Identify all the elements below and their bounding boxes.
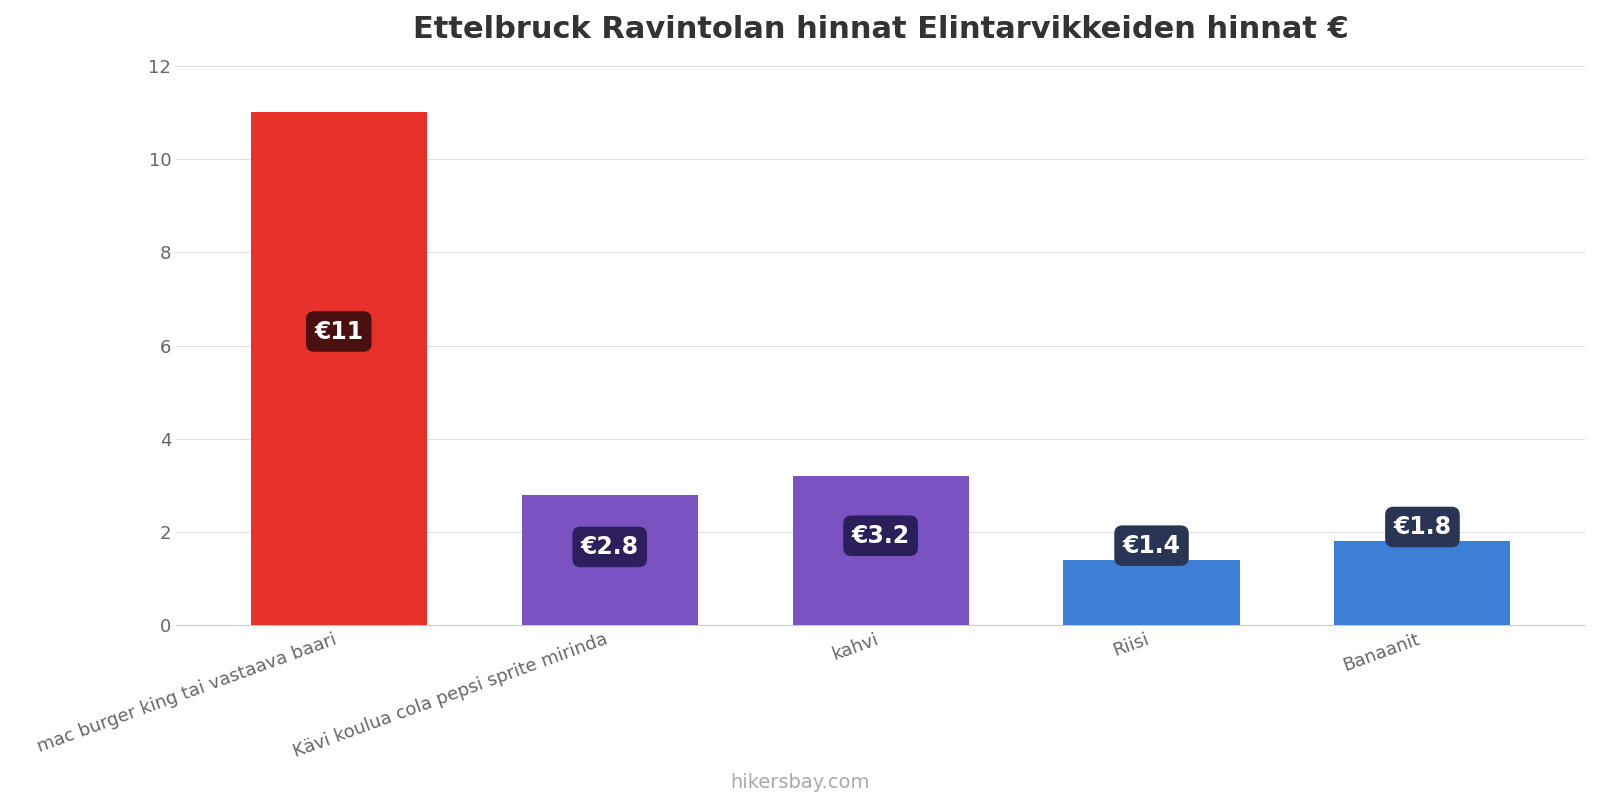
Text: €11: €11 (314, 319, 363, 343)
Bar (1064, 560, 1240, 626)
Text: hikersbay.com: hikersbay.com (730, 773, 870, 792)
Bar (522, 494, 698, 626)
Text: €3.2: €3.2 (851, 524, 910, 548)
Title: Ettelbruck Ravintolan hinnat Elintarvikkeiden hinnat €: Ettelbruck Ravintolan hinnat Elintarvikk… (413, 15, 1349, 44)
Text: €2.8: €2.8 (581, 535, 638, 559)
Bar (1334, 542, 1510, 626)
Bar (792, 476, 968, 626)
Text: €1.4: €1.4 (1123, 534, 1181, 558)
Text: €1.8: €1.8 (1394, 515, 1451, 539)
Bar (251, 113, 427, 626)
